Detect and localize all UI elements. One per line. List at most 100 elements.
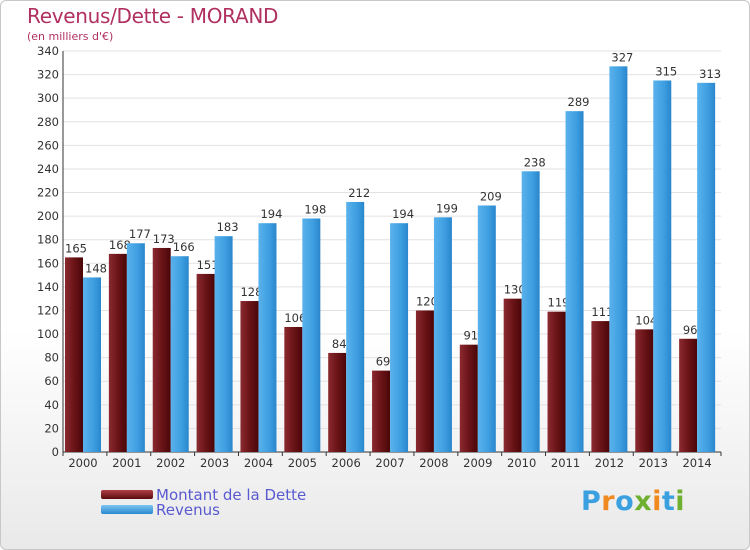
data-label-dette: 91 — [463, 329, 478, 343]
legend-label-revenus: Revenus — [156, 501, 220, 519]
x-tick-label: 2006 — [332, 456, 361, 470]
x-tick-label: 2005 — [288, 456, 317, 470]
data-label-dette: 130 — [504, 283, 526, 297]
data-label-dette: 173 — [153, 232, 175, 246]
legend-swatch-dette — [101, 490, 153, 499]
y-tick-label: 80 — [44, 351, 59, 365]
bar-dette — [635, 329, 654, 452]
logo-letter: o — [615, 486, 635, 517]
data-label-revenus: 199 — [436, 201, 458, 215]
bar-dette — [240, 301, 259, 452]
bar-revenus — [697, 82, 716, 452]
bar-revenus — [170, 256, 189, 452]
data-label-revenus: 212 — [348, 186, 370, 200]
y-tick-label: 240 — [37, 162, 59, 176]
chart-title: Revenus/Dette - MORAND — [27, 4, 279, 28]
bar-dette — [328, 352, 347, 452]
data-label-dette: 96 — [683, 323, 698, 337]
data-label-revenus: 313 — [699, 67, 721, 81]
x-tick-label: 2010 — [507, 456, 536, 470]
bar-dette — [591, 321, 610, 452]
bar-dette — [65, 257, 83, 452]
x-tick-label: 2001 — [112, 456, 141, 470]
data-label-revenus: 194 — [392, 207, 414, 221]
y-tick-label: 140 — [37, 280, 59, 294]
legend-swatch-revenus — [101, 505, 153, 514]
data-label-revenus: 289 — [568, 95, 590, 109]
data-label-revenus: 315 — [655, 64, 677, 78]
x-tick-label: 2002 — [156, 456, 185, 470]
data-label-revenus: 194 — [260, 207, 282, 221]
proxiti-logo: Proxiti — [581, 486, 685, 517]
data-label-revenus: 198 — [304, 202, 326, 216]
logo-letter: x — [634, 486, 653, 517]
bar-revenus — [214, 236, 233, 452]
logo-letter: t — [661, 486, 676, 517]
data-label-dette: 168 — [109, 238, 131, 252]
bar-dette — [284, 326, 303, 452]
data-label-dette: 104 — [635, 313, 657, 327]
bar-revenus — [609, 66, 628, 453]
data-label-revenus: 183 — [217, 220, 239, 234]
x-tick-label: 2013 — [639, 456, 668, 470]
bar-revenus — [126, 243, 145, 452]
bar-dette — [459, 344, 478, 452]
data-label-dette: 151 — [197, 258, 219, 272]
data-label-revenus: 166 — [173, 240, 195, 254]
y-tick-label: 20 — [44, 421, 59, 435]
data-label-dette: 106 — [284, 311, 306, 325]
data-label-dette: 69 — [376, 355, 391, 369]
bar-dette — [547, 311, 566, 452]
bar-dette — [108, 253, 127, 452]
y-tick-label: 200 — [37, 209, 59, 223]
bar-revenus — [433, 217, 452, 452]
bar-revenus — [258, 223, 277, 452]
y-tick-label: 160 — [37, 256, 59, 270]
data-label-revenus: 148 — [85, 261, 107, 275]
data-label-dette: 165 — [65, 241, 87, 255]
x-tick-label: 2007 — [375, 456, 404, 470]
y-tick-label: 100 — [37, 327, 59, 341]
data-label-dette: 84 — [332, 337, 347, 351]
bar-revenus — [477, 205, 496, 452]
bar-revenus — [302, 218, 321, 452]
data-label-revenus: 238 — [524, 155, 546, 169]
y-tick-label: 120 — [37, 303, 59, 317]
bar-revenus — [565, 111, 584, 453]
data-label-revenus: 327 — [611, 50, 633, 64]
data-label-dette: 111 — [591, 305, 613, 319]
bar-revenus — [83, 277, 101, 452]
x-tick-label: 2009 — [463, 456, 492, 470]
bar-dette — [372, 370, 391, 452]
x-tick-label: 2003 — [200, 456, 229, 470]
y-tick-label: 0 — [52, 445, 59, 459]
y-tick-label: 340 — [37, 44, 59, 58]
data-label-revenus: 177 — [129, 227, 151, 241]
logo-letter: P — [581, 486, 602, 517]
chart-subtitle: (en milliers d'€) — [27, 30, 114, 43]
x-tick-label: 2008 — [419, 456, 448, 470]
y-tick-label: 320 — [37, 68, 59, 82]
x-tick-label: 2014 — [682, 456, 711, 470]
data-label-dette: 128 — [240, 285, 262, 299]
bar-revenus — [390, 223, 409, 452]
y-tick-label: 40 — [44, 398, 59, 412]
bar-dette — [415, 310, 434, 452]
x-tick-label: 2012 — [595, 456, 624, 470]
bar-dette — [196, 273, 215, 452]
logo-letter: i — [652, 486, 662, 517]
bar-dette — [152, 247, 171, 452]
data-label-dette: 119 — [548, 296, 570, 310]
x-tick-label: 2004 — [244, 456, 273, 470]
y-tick-label: 260 — [37, 138, 59, 152]
logo-letter: r — [601, 486, 616, 517]
bar-revenus — [346, 201, 365, 452]
x-tick-label: 2011 — [551, 456, 580, 470]
data-label-dette: 120 — [416, 294, 438, 308]
bar-dette — [503, 298, 522, 452]
bar-dette — [679, 338, 698, 452]
y-tick-label: 220 — [37, 186, 59, 200]
y-tick-label: 300 — [37, 91, 59, 105]
